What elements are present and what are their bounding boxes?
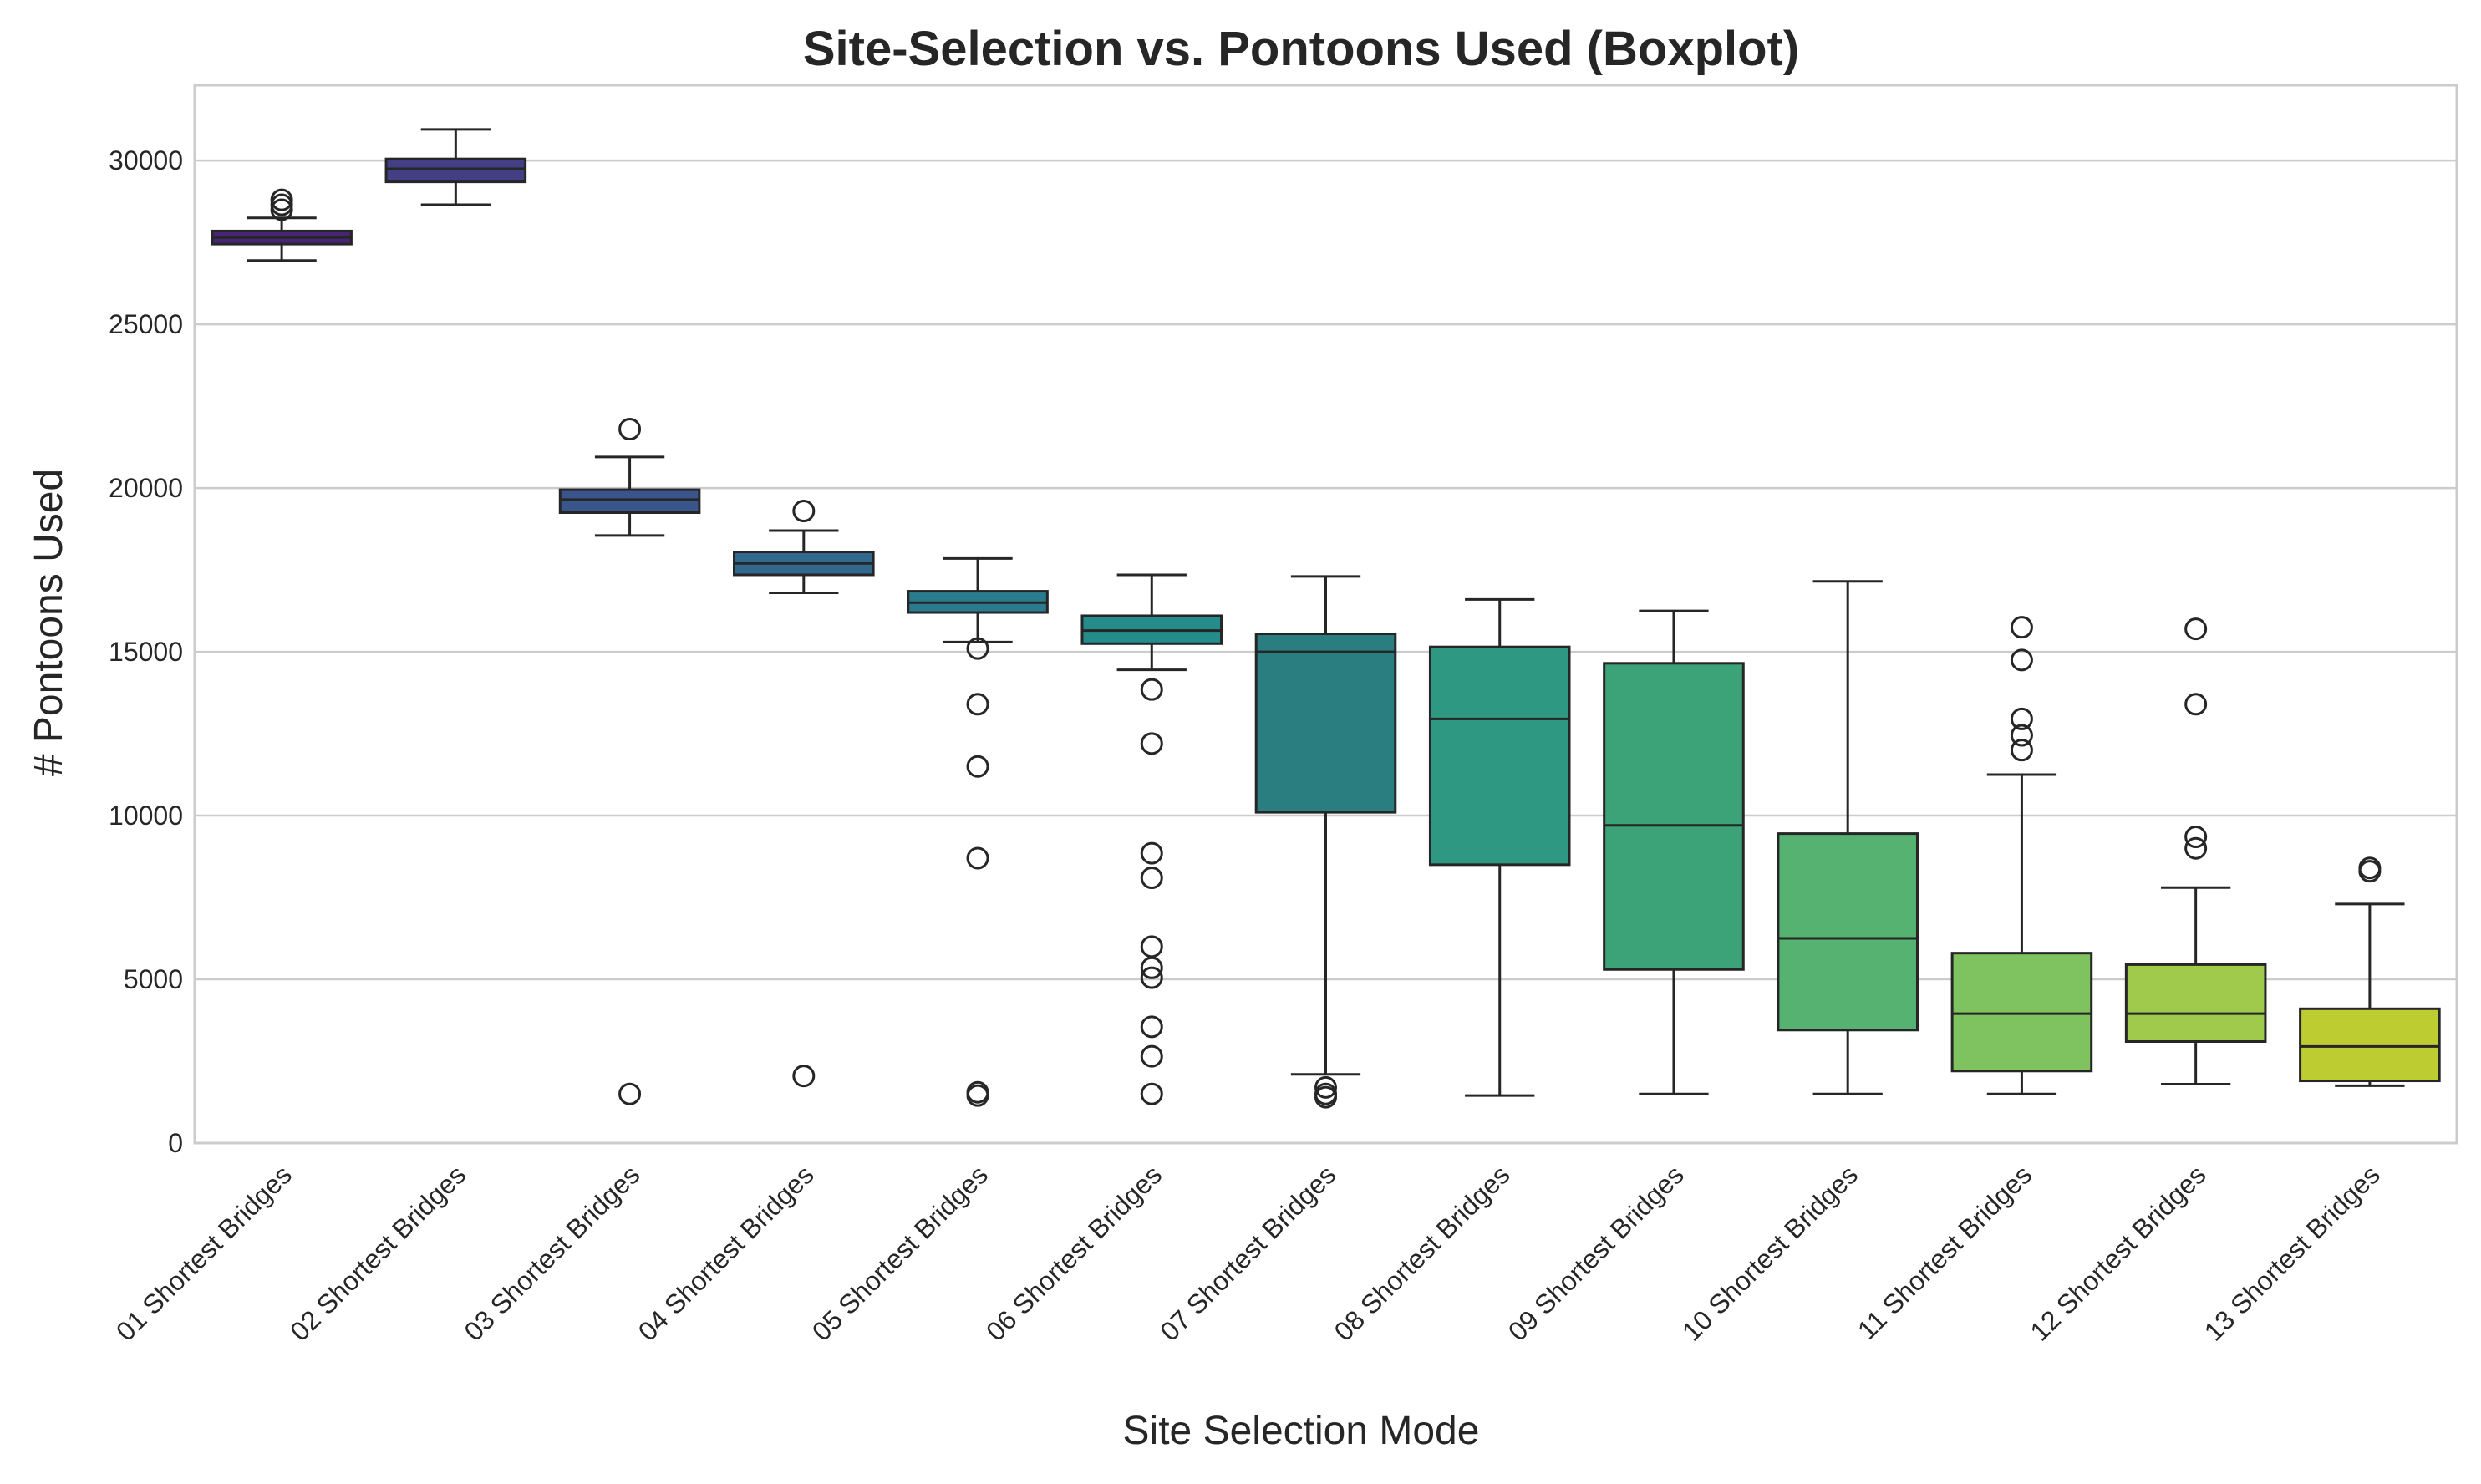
outlier-point [792, 1065, 816, 1088]
boxes [211, 128, 2441, 1109]
outlier-point [2010, 648, 2033, 672]
y-tick-labels: 0 5000 10000 15000 20000 25000 30000 [109, 145, 183, 1158]
outlier-point [1140, 678, 1163, 701]
outlier-point [2010, 707, 2033, 730]
outlier-point [2184, 617, 2208, 641]
outlier-point [966, 637, 989, 660]
y-tick-label: 5000 [124, 964, 183, 994]
box-iqr [1428, 645, 1571, 867]
outlier-point [2010, 739, 2033, 762]
chart-title: Site-Selection vs. Pontoons Used (Boxplo… [803, 22, 1799, 76]
box-group [1603, 609, 1745, 1095]
box-iqr [558, 488, 701, 514]
outlier-point [1140, 956, 1163, 979]
y-tick-label: 15000 [109, 637, 183, 667]
box-group [1950, 616, 2093, 1095]
x-axis-label: Site Selection Mode [1123, 1409, 1480, 1453]
outlier-point [792, 500, 816, 523]
y-tick-label: 30000 [109, 145, 183, 175]
plot-frame [193, 84, 2458, 1145]
y-tick-label: 25000 [109, 309, 183, 339]
outlier-point [2184, 693, 2208, 716]
box-group [907, 556, 1049, 1107]
outlier-point [1314, 1085, 1337, 1109]
outlier-point [2010, 724, 2033, 747]
outlier-point [1140, 867, 1163, 890]
outlier-point [618, 1082, 642, 1105]
box-iqr [1254, 633, 1397, 814]
box-group [211, 188, 353, 262]
y-tick-label: 20000 [109, 473, 183, 503]
outlier-point [2010, 616, 2033, 639]
box-group [733, 500, 875, 1088]
outlier-point [1140, 732, 1163, 755]
box-group [2124, 617, 2267, 1085]
outlier-point [1140, 1082, 1163, 1105]
box-iqr [2124, 963, 2267, 1043]
outlier-point [966, 846, 989, 870]
outlier-point [1140, 841, 1163, 865]
box-group [1777, 580, 1919, 1095]
outlier-point [966, 1084, 989, 1107]
box-group [2299, 856, 2441, 1087]
y-tick-label: 10000 [109, 800, 183, 831]
outlier-point [966, 755, 989, 778]
outlier-point [618, 418, 642, 441]
outlier-point [2358, 856, 2382, 880]
outlier-point [966, 693, 989, 716]
box-iqr [1777, 832, 1919, 1032]
box-iqr [384, 157, 527, 184]
y-axis-label: # Pontoons Used [27, 469, 71, 776]
box-iqr [1603, 662, 1745, 971]
outlier-point [1140, 966, 1163, 989]
box-group [1254, 575, 1397, 1109]
box-group [1080, 573, 1223, 1105]
box-iqr [1950, 952, 2093, 1073]
outlier-point [1314, 1075, 1337, 1099]
outlier-point [1140, 1015, 1163, 1039]
box-group [384, 128, 527, 206]
y-tick-label: 0 [168, 1128, 183, 1158]
outlier-point [270, 188, 293, 211]
outlier-point [1140, 1044, 1163, 1068]
box-group [558, 418, 701, 1105]
outlier-point [2184, 826, 2208, 849]
outlier-point [2184, 836, 2208, 860]
box-group [1428, 597, 1571, 1097]
box-iqr [2299, 1007, 2441, 1083]
